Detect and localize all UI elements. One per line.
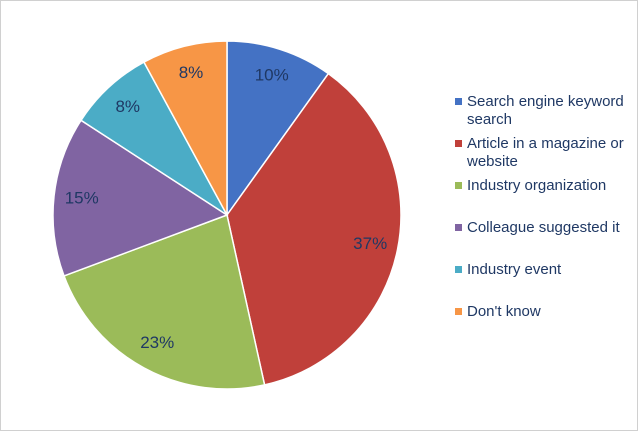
data-label: 10% [255,65,289,84]
legend-label: Article in a magazine or website [467,135,624,170]
data-label: 15% [65,189,99,208]
legend-label: Don't know [467,303,541,320]
legend-label: Industry organization [467,177,607,194]
data-label: 8% [115,97,140,116]
pie-slice [226,72,402,386]
legend-label: Search engine keyword search [467,93,624,128]
legend-swatch [455,98,462,105]
data-label: 8% [179,63,204,82]
pie-slice [63,213,266,390]
legend-swatch [455,308,462,315]
legend-swatch [455,182,462,189]
pie-slice [142,40,228,216]
pie-slice [226,40,330,218]
data-label: 37% [353,234,387,253]
legend-entry: Search engine keyword search [455,93,637,129]
legend-swatch [455,224,462,231]
legend-label: Industry event [467,261,562,278]
legend-label: Colleague suggested it [467,219,620,236]
legend-entry: Article in a magazine or website [455,135,637,171]
legend-swatch [455,266,462,273]
legend-entry: Colleague suggested it [455,219,637,237]
data-label: 23% [140,333,174,352]
legend-entry: Don't know [455,303,637,321]
legend-entry: Industry organization [455,177,637,195]
legend-swatch [455,140,462,147]
legend-entry: Industry event [455,261,637,279]
pie-slice [52,119,229,277]
